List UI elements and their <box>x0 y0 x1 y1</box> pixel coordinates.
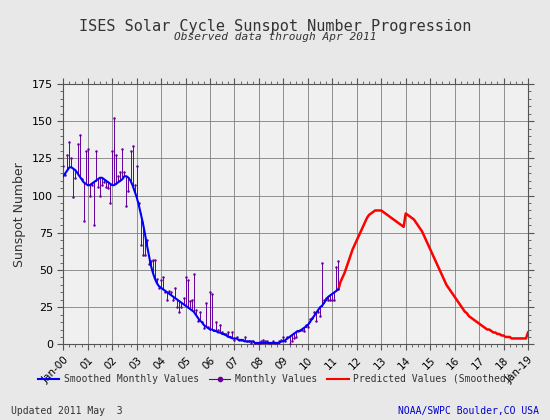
Text: ISES Solar Cycle Sunspot Number Progression: ISES Solar Cycle Sunspot Number Progress… <box>79 19 471 34</box>
Text: Updated 2011 May  3: Updated 2011 May 3 <box>11 406 123 416</box>
Legend: Smoothed Monthly Values, Monthly Values, Predicted Values (Smoothed): Smoothed Monthly Values, Monthly Values,… <box>34 370 516 388</box>
Text: NOAA/SWPC Boulder,CO USA: NOAA/SWPC Boulder,CO USA <box>398 406 539 416</box>
Text: Observed data through Apr 2011: Observed data through Apr 2011 <box>174 32 376 42</box>
Y-axis label: Sunspot Number: Sunspot Number <box>13 162 26 267</box>
